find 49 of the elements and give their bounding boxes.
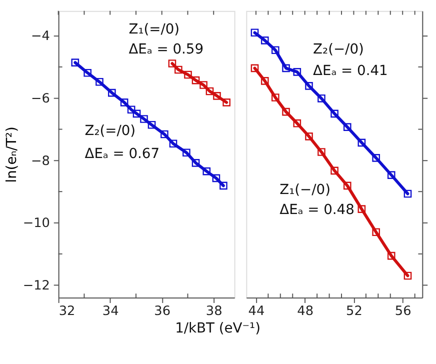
x-axis-title: 1/kBT (eV⁻¹) bbox=[175, 320, 260, 337]
point bbox=[318, 94, 326, 102]
point bbox=[282, 64, 290, 72]
point bbox=[260, 77, 269, 85]
x-tick-label: 34 bbox=[102, 304, 119, 319]
x-tick-label: 32 bbox=[58, 304, 76, 319]
point bbox=[330, 166, 338, 175]
point bbox=[358, 138, 366, 147]
annotation: ΔEₐ = 0.41 bbox=[313, 63, 388, 79]
point bbox=[343, 182, 352, 190]
x-tick-label: 38 bbox=[206, 304, 222, 319]
annotation: ΔEₐ = 0.48 bbox=[280, 202, 354, 218]
point bbox=[271, 46, 280, 54]
point bbox=[271, 94, 280, 102]
x-tick-label: 56 bbox=[394, 304, 412, 319]
point bbox=[372, 154, 380, 162]
annotation: Z₂(=/0) bbox=[84, 123, 136, 140]
y-tick-label: −6 bbox=[30, 92, 50, 107]
x-tick-label: 52 bbox=[346, 304, 362, 319]
point bbox=[387, 252, 396, 260]
point bbox=[282, 108, 290, 116]
annotation: Z₁(−/0) bbox=[280, 182, 330, 198]
point bbox=[372, 228, 380, 236]
point bbox=[404, 272, 412, 280]
point bbox=[358, 205, 366, 213]
point bbox=[293, 119, 302, 128]
annotation: Z₂(−/0) bbox=[313, 42, 364, 58]
point bbox=[250, 64, 259, 72]
point bbox=[305, 132, 313, 140]
point bbox=[305, 82, 313, 90]
point bbox=[318, 148, 326, 156]
y-axis-title: ln(eₙ/T²) bbox=[4, 126, 20, 183]
point bbox=[404, 190, 412, 198]
x-tick-label: 44 bbox=[248, 304, 265, 319]
y-tick-label: −10 bbox=[22, 216, 50, 232]
annotation: ΔEₐ = 0.67 bbox=[84, 146, 160, 162]
annotation: Z₁(=/0) bbox=[128, 21, 180, 38]
point bbox=[330, 110, 338, 118]
point bbox=[387, 171, 396, 179]
y-tick-label: −4 bbox=[30, 29, 50, 44]
x-tick-label: 36 bbox=[154, 304, 171, 319]
point bbox=[260, 36, 269, 44]
point bbox=[250, 28, 259, 37]
y-tick-label: −12 bbox=[22, 278, 50, 294]
x-tick-label: 48 bbox=[297, 304, 314, 319]
y-tick-label: −8 bbox=[30, 154, 50, 169]
annotation: ΔEₐ = 0.59 bbox=[128, 42, 204, 58]
point bbox=[343, 123, 352, 131]
point bbox=[293, 68, 302, 76]
